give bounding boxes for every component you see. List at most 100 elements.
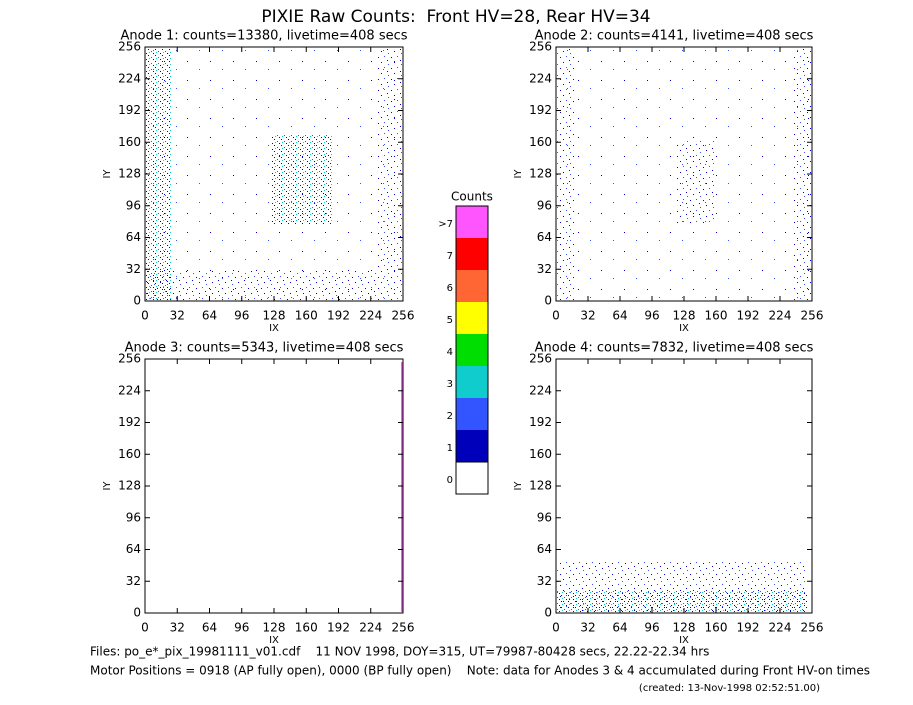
x-tick-label: 128 xyxy=(673,309,696,323)
x-tick-label: 64 xyxy=(612,621,627,635)
x-tick-label: 0 xyxy=(141,309,149,323)
colorbar-label: >7 xyxy=(438,219,453,230)
x-tick-label: 224 xyxy=(769,309,792,323)
y-tick-label: 224 xyxy=(529,383,552,397)
x-tick-label: 128 xyxy=(263,621,286,635)
x-tick-label: 64 xyxy=(202,621,217,635)
y-tick-label: 32 xyxy=(126,262,141,276)
y-tick-label: 256 xyxy=(529,352,552,366)
y-tick-label: 128 xyxy=(118,479,141,493)
colorbar-title: Counts xyxy=(451,190,493,204)
y-tick-label: 96 xyxy=(126,198,141,212)
x-tick-label: 256 xyxy=(801,621,824,635)
x-tick-label: 32 xyxy=(580,309,595,323)
colorbar-cell xyxy=(456,334,488,366)
y-tick-label: 128 xyxy=(529,167,552,181)
y-tick-label: 0 xyxy=(133,606,141,620)
y-tick-label: 96 xyxy=(537,198,552,212)
y-tick-label: 0 xyxy=(544,606,552,620)
colorbar-cell xyxy=(456,302,488,334)
y-tick-label: 256 xyxy=(529,40,552,54)
y-tick-label: 0 xyxy=(133,294,141,308)
y-axis-label: IY xyxy=(513,169,524,179)
x-tick-label: 160 xyxy=(295,309,318,323)
colorbar-cell xyxy=(456,398,488,430)
colorbar-label: 7 xyxy=(447,251,453,262)
y-tick-label: 192 xyxy=(529,415,552,429)
footer-created: (created: 13-Nov-1998 02:52:51.00) xyxy=(639,683,820,694)
y-axis-label: IY xyxy=(102,481,113,491)
x-tick-label: 192 xyxy=(737,621,760,635)
x-tick-label: 256 xyxy=(801,309,824,323)
colorbar-label: 5 xyxy=(447,315,453,326)
x-tick-label: 96 xyxy=(234,309,249,323)
x-tick-label: 96 xyxy=(644,621,659,635)
colorbar-cell xyxy=(456,206,488,238)
y-tick-label: 160 xyxy=(118,447,141,461)
x-tick-label: 192 xyxy=(327,309,350,323)
count-image-texture xyxy=(146,48,811,612)
y-tick-label: 64 xyxy=(537,230,552,244)
y-tick-label: 256 xyxy=(118,40,141,54)
y-tick-label: 256 xyxy=(118,352,141,366)
x-tick-label: 160 xyxy=(705,309,728,323)
y-tick-label: 160 xyxy=(529,135,552,149)
y-tick-label: 64 xyxy=(537,542,552,556)
x-tick-label: 64 xyxy=(612,309,627,323)
x-tick-label: 0 xyxy=(552,309,560,323)
y-tick-label: 128 xyxy=(118,167,141,181)
footer-files: Files: po_e*_pix_19981111_v01.cdf 11 NOV… xyxy=(90,645,709,659)
y-tick-label: 224 xyxy=(118,383,141,397)
y-tick-label: 192 xyxy=(529,103,552,117)
colorbar-cell xyxy=(456,270,488,302)
y-tick-label: 96 xyxy=(126,510,141,524)
x-tick-label: 128 xyxy=(263,309,286,323)
y-axis-label: IY xyxy=(513,481,524,491)
x-tick-label: 256 xyxy=(392,309,415,323)
colorbar-label: 3 xyxy=(447,379,453,390)
x-tick-label: 0 xyxy=(552,621,560,635)
y-tick-label: 32 xyxy=(537,262,552,276)
y-tick-label: 160 xyxy=(529,447,552,461)
panel-title: Anode 4: counts=7832, livetime=408 secs xyxy=(535,341,814,356)
x-tick-label: 64 xyxy=(202,309,217,323)
colorbar-label: 0 xyxy=(447,475,453,486)
x-tick-label: 0 xyxy=(141,621,149,635)
y-tick-label: 192 xyxy=(118,103,141,117)
colorbar-cell xyxy=(456,238,488,270)
x-tick-label: 128 xyxy=(673,621,696,635)
y-axis-label: IY xyxy=(102,169,113,179)
x-axis-label: IX xyxy=(679,635,689,646)
x-axis-label: IX xyxy=(679,323,689,334)
colorbar-cell xyxy=(456,430,488,462)
x-tick-label: 224 xyxy=(769,621,792,635)
x-tick-label: 32 xyxy=(170,309,185,323)
x-axis-label: IX xyxy=(269,323,279,334)
figure-title: PIXIE Raw Counts: Front HV=28, Rear HV=3… xyxy=(261,7,650,27)
y-tick-label: 64 xyxy=(126,230,141,244)
y-tick-label: 224 xyxy=(118,71,141,85)
x-tick-label: 32 xyxy=(170,621,185,635)
y-tick-label: 224 xyxy=(529,71,552,85)
x-axis-label: IX xyxy=(269,635,279,646)
y-tick-label: 32 xyxy=(126,574,141,588)
colorbar-cell xyxy=(456,366,488,398)
x-tick-label: 192 xyxy=(737,309,760,323)
y-tick-label: 128 xyxy=(529,479,552,493)
x-tick-label: 192 xyxy=(327,621,350,635)
colorbar-label: 2 xyxy=(447,411,453,422)
colorbar-label: 1 xyxy=(447,443,453,454)
colorbar-label: 4 xyxy=(447,347,453,358)
x-tick-label: 32 xyxy=(580,621,595,635)
y-tick-label: 192 xyxy=(118,415,141,429)
panel-title: Anode 1: counts=13380, livetime=408 secs xyxy=(120,29,407,44)
y-tick-label: 96 xyxy=(537,510,552,524)
x-tick-label: 224 xyxy=(359,621,382,635)
x-tick-label: 256 xyxy=(392,621,415,635)
colorbar-frame xyxy=(455,205,489,495)
x-tick-label: 96 xyxy=(234,621,249,635)
colorbar-cell xyxy=(455,461,489,495)
y-tick-label: 160 xyxy=(118,135,141,149)
y-tick-label: 32 xyxy=(537,574,552,588)
